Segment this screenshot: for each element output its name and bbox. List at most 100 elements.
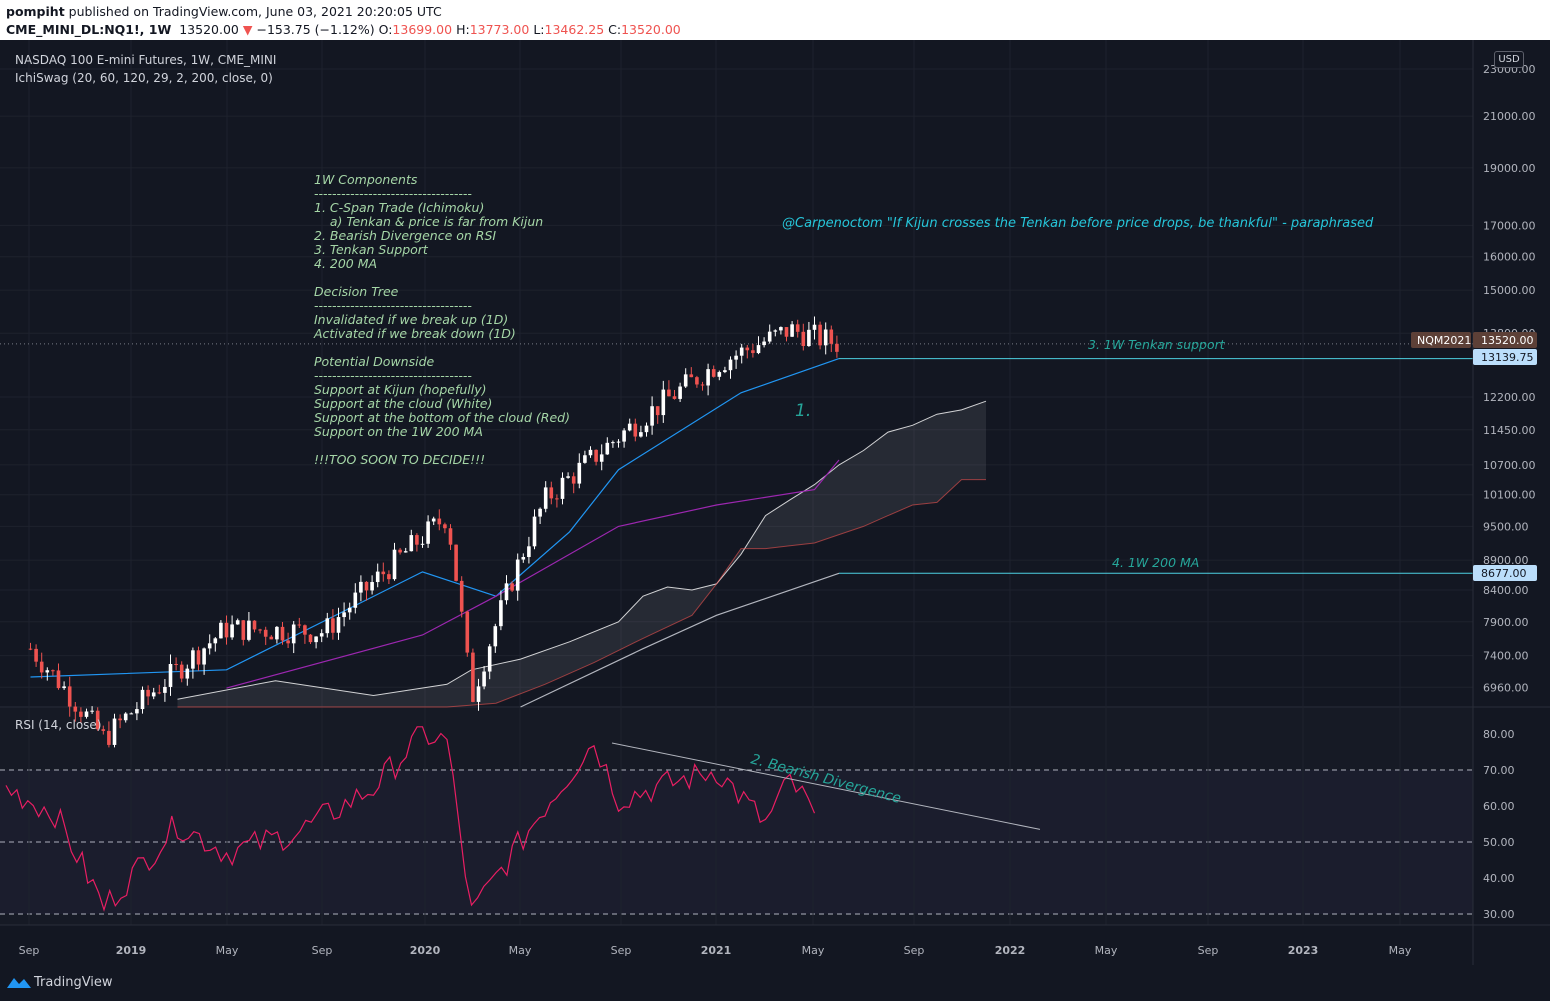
notes-line: ----------------------------------- [314, 368, 472, 383]
candle-body [39, 661, 44, 673]
quote-annotation[interactable]: @Carpenoctom "If Kijun crosses the Tenka… [782, 216, 1374, 231]
ichimoku-cloud [177, 400, 987, 708]
rsi-tick-label: 70.00 [1483, 764, 1515, 777]
candle-body [543, 487, 548, 509]
candle-body [711, 369, 716, 377]
notes-line: Support on the 1W 200 MA [314, 424, 483, 439]
candle-body [515, 559, 520, 591]
time-tick-label: May [802, 944, 825, 957]
candle-body [56, 670, 61, 689]
candle-body [207, 643, 212, 649]
chart-canvas[interactable]: 23000.0021000.0019000.0017000.0016000.00… [0, 40, 1550, 965]
price-tick-label: 6960.00 [1483, 681, 1529, 694]
cloud-bottom-line [177, 479, 986, 708]
grid-lines [0, 40, 1550, 925]
candle-body [655, 406, 660, 416]
last-price-badge: 13520.00 [1481, 334, 1534, 347]
candle-body [51, 670, 55, 672]
candle-body [163, 686, 167, 693]
publish-info: published on TradingView.com, June 03, 2… [64, 4, 442, 19]
candle-body [392, 549, 397, 580]
candle-body [112, 718, 117, 745]
candle-body [347, 607, 352, 613]
instrument-legend[interactable]: NASDAQ 100 E-mini Futures, 1W, CME_MINI [15, 53, 276, 67]
candle-body [504, 583, 509, 601]
candle-body [633, 423, 638, 437]
notes-line: Invalidated if we break up (1D) [314, 312, 508, 327]
notes-line: Support at the bottom of the cloud (Red) [314, 410, 570, 425]
candle-body [734, 355, 738, 360]
candle-body [62, 686, 66, 689]
notes-line: Support at Kijun (hopefully) [314, 382, 487, 397]
candle-body [426, 521, 430, 544]
ohlc-line: CME_MINI_DL:NQ1!, 1W 13520.00 ▼ −153.75 … [6, 22, 681, 37]
low-value: 13462.25 [544, 22, 605, 37]
close-label: C: [608, 22, 622, 37]
down-arrow-icon: ▼ [242, 22, 253, 37]
candle-body [812, 324, 817, 330]
candle-body [790, 324, 794, 337]
rsi-legend[interactable]: RSI (14, close) [15, 718, 101, 732]
candle-body [538, 508, 542, 517]
candle-body [84, 711, 89, 717]
candle-body [118, 718, 122, 721]
notes-line: ----------------------------------- [314, 298, 472, 313]
candle-body [101, 729, 106, 731]
candle-body [510, 583, 514, 591]
candle-body [818, 324, 822, 346]
author-name[interactable]: pompiht [6, 4, 65, 19]
candle-body [381, 571, 386, 575]
candle-body [241, 620, 246, 640]
candle-body [269, 636, 274, 640]
candle-body [263, 629, 268, 637]
label-one[interactable]: 1. [795, 401, 811, 421]
candle-body [168, 663, 173, 687]
candle-body [611, 442, 615, 444]
candle-body [252, 620, 257, 630]
candle-body [359, 581, 363, 593]
candle-body [202, 648, 206, 665]
candle-body [235, 620, 240, 625]
candle-body [784, 327, 789, 337]
candle-body [627, 423, 632, 431]
high-label: H: [456, 22, 470, 37]
currency-button[interactable]: USD [1494, 51, 1524, 68]
candle-body [353, 592, 358, 608]
tradingview-brand[interactable]: TradingView [34, 975, 113, 990]
candle-body [67, 686, 72, 707]
price-tick-label: 7900.00 [1483, 616, 1529, 629]
candle-body [745, 347, 750, 351]
candle-body [527, 546, 531, 558]
candle-body [583, 455, 587, 463]
candle-body [560, 477, 565, 499]
candle-body [762, 341, 766, 346]
tenkan-support-label[interactable]: 3. 1W Tenkan support [1088, 337, 1226, 352]
price-tick-label: 8400.00 [1483, 584, 1529, 597]
candles [28, 316, 839, 748]
notes-line: 2. Bearish Divergence on RSI [314, 228, 496, 243]
indicator-legend[interactable]: IchiSwag (20, 60, 120, 29, 2, 200, close… [15, 71, 273, 85]
notes-line: Decision Tree [314, 284, 399, 299]
candle-body [129, 713, 134, 715]
candle-body [521, 557, 526, 560]
candle-body [437, 518, 442, 525]
candle-body [45, 670, 50, 673]
candle-body [174, 663, 178, 665]
tradingview-logo-icon[interactable] [6, 975, 32, 991]
candle-body [459, 580, 464, 612]
candle-body [622, 430, 626, 442]
time-tick-label: May [1095, 944, 1118, 957]
candle-body [420, 543, 425, 545]
notes-annotation[interactable]: 1W Components---------------------------… [313, 172, 570, 467]
candle-body [773, 330, 778, 332]
candle-body [331, 618, 335, 633]
candle-body [577, 462, 582, 484]
ma200-label[interactable]: 4. 1W 200 MA [1112, 555, 1199, 570]
candle-body [465, 611, 470, 653]
candle-body [751, 350, 755, 354]
candle-body [767, 331, 772, 342]
rsi-tick-label: 80.00 [1483, 728, 1515, 741]
notes-line: ----------------------------------- [314, 186, 472, 201]
notes-line: 1. C-Span Trade (Ichimoku) [314, 200, 484, 215]
candle-body [123, 713, 128, 721]
